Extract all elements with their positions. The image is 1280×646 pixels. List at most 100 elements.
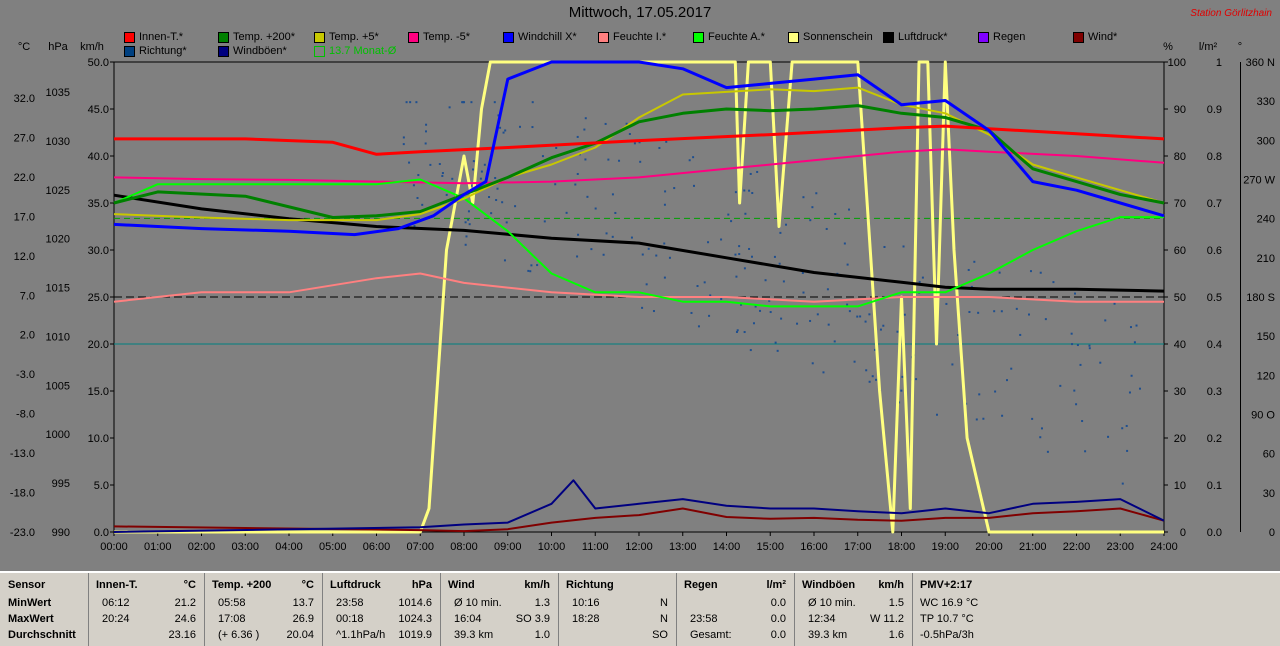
dir-tick: 30 xyxy=(1263,488,1275,500)
stats-value: 20.04 xyxy=(286,629,314,641)
stats-time: 39.3 km xyxy=(454,629,494,641)
legend-label: Wind* xyxy=(1088,31,1118,43)
wind-direction-point xyxy=(1121,427,1124,430)
wind-direction-point xyxy=(1076,344,1079,347)
legend-item: Feuchte I.* xyxy=(598,31,666,43)
stats-time: 10:16 xyxy=(572,597,600,609)
wind-direction-point xyxy=(402,143,405,146)
dir-tick: 90 O xyxy=(1251,410,1275,422)
x-tick-label: 06:00 xyxy=(363,541,391,553)
wind-direction-point xyxy=(1107,435,1110,438)
wind-direction-point xyxy=(811,362,814,365)
x-tick-label: 12:00 xyxy=(625,541,653,553)
wind-direction-point xyxy=(785,223,788,226)
celsius-tick: -13.0 xyxy=(10,448,35,460)
wind-direction-point xyxy=(744,212,747,215)
rain-tick: 0.9 xyxy=(1207,104,1222,116)
wind-direction-point xyxy=(565,211,568,214)
percent-tick: 0 xyxy=(1180,527,1186,539)
wind-direction-point xyxy=(625,122,628,125)
wind-direction-point xyxy=(743,189,746,192)
station-name: Station Görlitzhain xyxy=(1190,8,1272,19)
wind-direction-point xyxy=(957,334,960,337)
legend-item: Sonnenschein xyxy=(788,31,873,43)
wind-direction-point xyxy=(749,172,752,175)
stats-time: Ø 10 min. xyxy=(808,597,856,609)
x-tick-label: 24:00 xyxy=(1150,541,1178,553)
wind-direction-point xyxy=(896,330,899,333)
wind-direction-point xyxy=(638,141,641,144)
series-line xyxy=(113,60,1165,237)
rain-tick: 0.0 xyxy=(1207,527,1222,539)
legend-item: Richtung* xyxy=(124,45,187,57)
stats-value: N xyxy=(660,613,668,625)
rain-tick: 1 xyxy=(1216,57,1222,69)
wind-direction-point xyxy=(1000,310,1003,313)
dir-tick: 0 xyxy=(1269,527,1275,539)
wind-direction-point xyxy=(752,322,755,325)
percent-tick: 30 xyxy=(1174,386,1186,398)
wind-direction-point xyxy=(424,142,427,145)
wind-direction-point xyxy=(882,324,885,327)
rain-tick: 0.2 xyxy=(1207,433,1222,445)
x-tick-label: 00:00 xyxy=(100,541,128,553)
legend-swatch xyxy=(598,31,609,43)
wind-direction-point xyxy=(978,393,981,396)
hpa-tick: 1035 xyxy=(46,87,70,99)
stats-time: 12:34 xyxy=(808,613,836,625)
celsius-tick: 12.0 xyxy=(14,251,35,263)
wind-direction-point xyxy=(663,203,666,206)
stats-col-druck: Luftdruck hPa 23:58 1014.6 00:18 1024.3 ^1.1hP… xyxy=(322,573,441,646)
kmh-tick: 25.0 xyxy=(88,292,109,304)
stats-panel: Sensor MinWert MaxWert Durchschnitt Inne… xyxy=(0,571,1280,646)
stats-header: PMV+2:17 xyxy=(920,579,973,591)
stats-value: 0.0 xyxy=(770,629,786,641)
percent-axis-title: % xyxy=(1163,41,1173,53)
rain-tick: 0.3 xyxy=(1207,386,1222,398)
wind-direction-point xyxy=(501,201,504,204)
wind-direction-point xyxy=(543,220,546,223)
wind-direction-point xyxy=(1071,343,1074,346)
wind-direction-point xyxy=(868,380,871,383)
wind-direction-point xyxy=(505,221,508,224)
wind-direction-point xyxy=(730,220,733,223)
wind-direction-point xyxy=(531,126,534,129)
legend-item: Temp. +5* xyxy=(314,31,379,43)
legend-label: Temp. +200* xyxy=(233,31,296,43)
wind-direction-point xyxy=(463,101,466,104)
kmh-tick: 35.0 xyxy=(88,198,109,210)
wind-direction-point xyxy=(875,378,878,381)
x-tick-label: 21:00 xyxy=(1019,541,1047,553)
wind-direction-point xyxy=(1125,424,1128,427)
celsius-axis-title: °C xyxy=(18,41,30,53)
wind-direction-point xyxy=(735,330,738,333)
x-tick-label: 08:00 xyxy=(450,541,478,553)
legend-label: Feuchte I.* xyxy=(613,31,667,43)
wind-direction-point xyxy=(441,172,444,175)
stats-value: SO 3.9 xyxy=(515,613,550,625)
wind-direction-point xyxy=(1075,403,1078,406)
wind-direction-point xyxy=(967,268,970,271)
legend-item: Temp. +200* xyxy=(218,31,295,43)
wind-direction-point xyxy=(688,159,691,162)
x-tick-label: 23:00 xyxy=(1106,541,1134,553)
stats-value: 1014.6 xyxy=(398,597,432,609)
percent-tick: 60 xyxy=(1174,245,1186,257)
wind-direction-point xyxy=(945,302,948,305)
kmh-tick: 20.0 xyxy=(88,339,109,351)
wind-direction-point xyxy=(751,192,754,195)
x-tick-label: 02:00 xyxy=(188,541,216,553)
celsius-tick: 7.0 xyxy=(20,290,35,302)
stats-time: 06:12 xyxy=(102,597,130,609)
wind-direction-point xyxy=(1039,271,1042,274)
wind-direction-point xyxy=(468,223,471,226)
stats-col-sensor: Sensor MinWert MaxWert Durchschnitt xyxy=(0,573,89,646)
wind-direction-point xyxy=(871,375,874,378)
wind-direction-point xyxy=(865,369,868,372)
x-tick-label: 05:00 xyxy=(319,541,347,553)
wind-direction-point xyxy=(479,177,482,180)
wind-direction-point xyxy=(802,196,805,199)
stats-col-innen: Innen-T. °C 06:12 21.2 20:24 24.6 23.16 xyxy=(88,573,205,646)
wind-direction-point xyxy=(970,285,973,288)
wind-direction-point xyxy=(576,172,579,175)
